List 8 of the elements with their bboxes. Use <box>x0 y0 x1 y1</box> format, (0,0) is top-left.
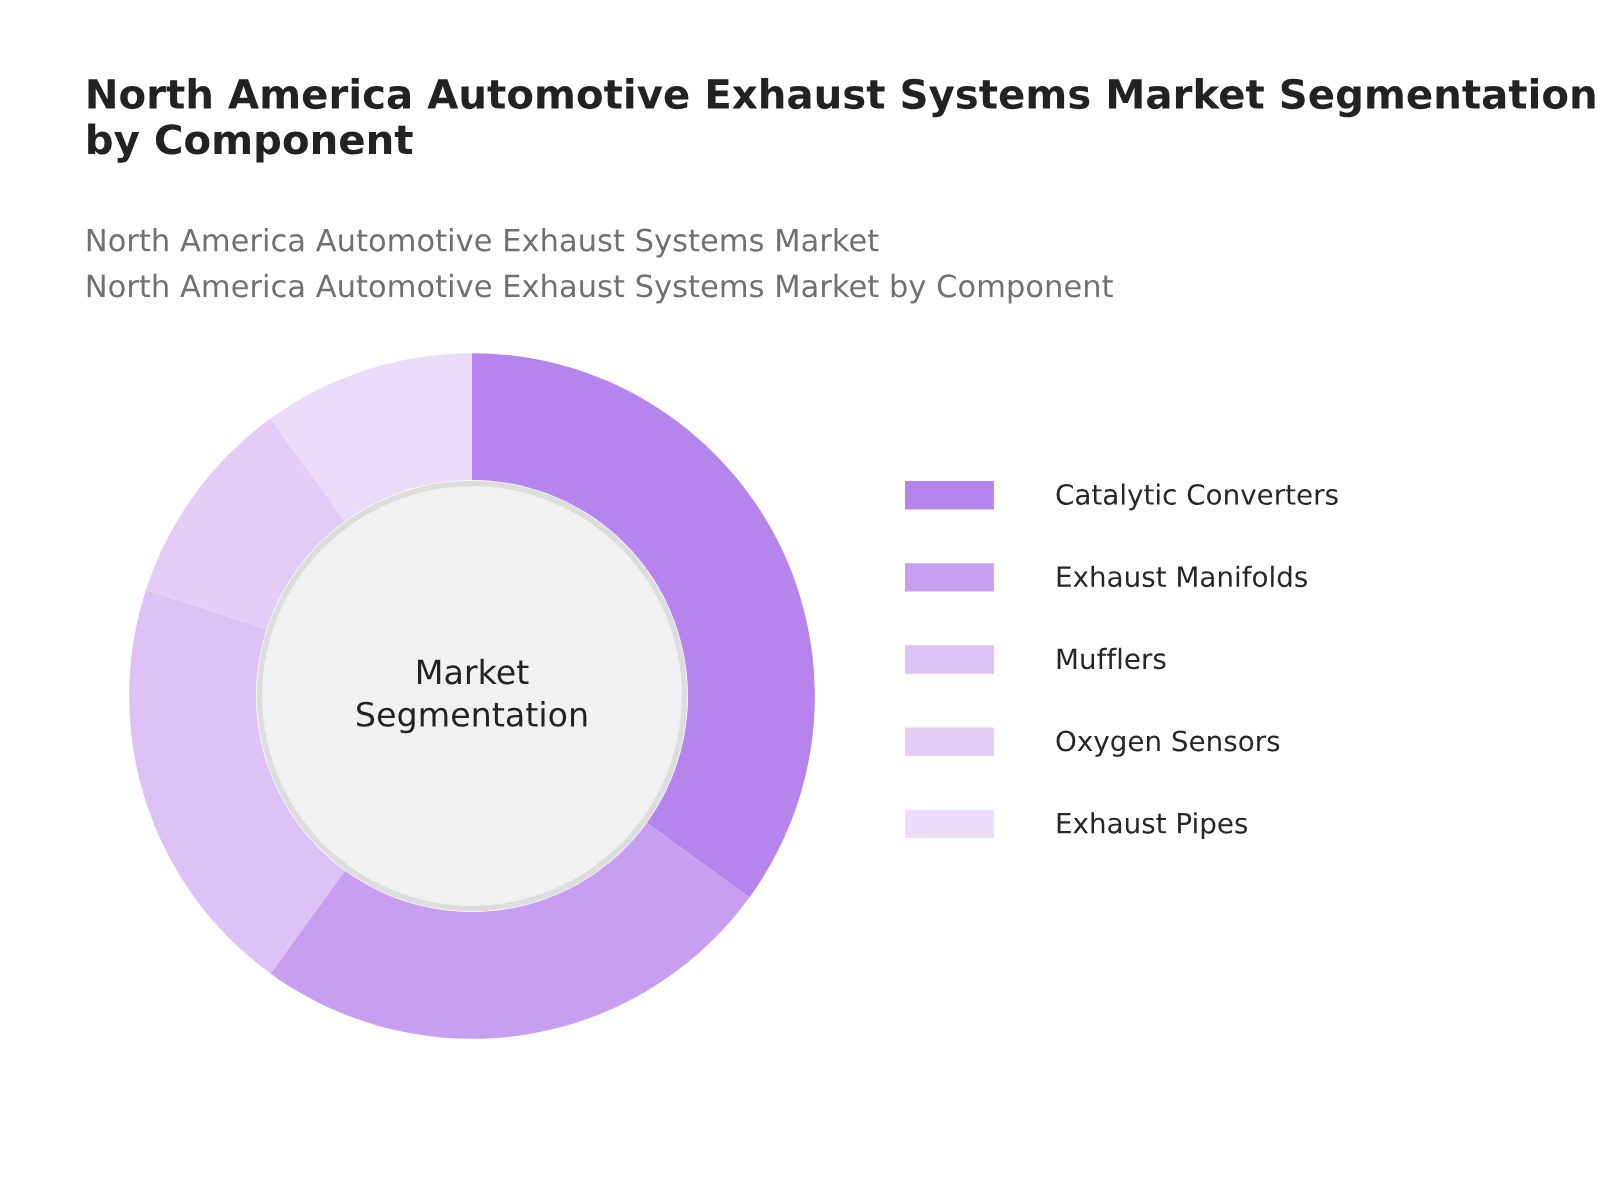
legend-label: Mufflers <box>1057 647 1166 670</box>
legend-label: Exhaust Pipes <box>1057 812 1248 840</box>
text: Market Segmentation <box>357 658 587 734</box>
legend-label: Oxygen Sensors <box>1056 730 1280 757</box>
chart-subtitle: North America Automotive Exhaust Systems Market North America Automotive Exhaust Systems Market by Component <box>87 228 1113 304</box>
legend-label: Catalytic Converters <box>1056 483 1338 511</box>
legend-label: Exhaust Manifolds <box>1057 565 1307 588</box>
chart-title: North America Automotive Exhaust Systems Market Segmentation by Component <box>88 78 1595 163</box>
